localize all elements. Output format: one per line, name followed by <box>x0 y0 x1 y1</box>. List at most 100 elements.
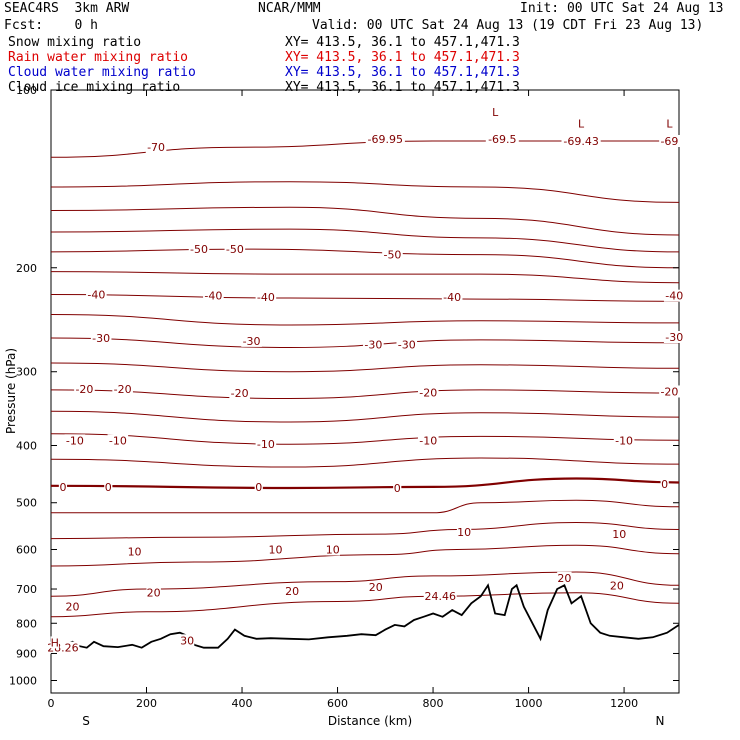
contour-label: 10 <box>128 546 142 559</box>
y-tick-label: 400 <box>16 440 37 453</box>
contour-line <box>50 206 680 236</box>
contour-label: -30 <box>243 335 261 348</box>
contour-label: -20 <box>419 386 437 399</box>
contour-label-bg <box>203 289 224 302</box>
contour-label-bg <box>268 543 283 556</box>
contour-label: -10 <box>615 434 633 447</box>
contour-label: 20 <box>147 587 161 600</box>
contour-label-bg <box>609 579 625 592</box>
north-label: N <box>656 714 665 728</box>
x-tick-label: 800 <box>423 697 444 710</box>
contour-label: -30 <box>398 339 416 352</box>
contour-label: -50 <box>383 249 401 262</box>
contour-label-bg <box>104 480 113 493</box>
contour-label-bg <box>557 571 572 584</box>
contour-label: 10 <box>457 526 471 539</box>
contour-label-bg <box>224 243 246 256</box>
field-label-rain: Rain water mixing ratio <box>8 50 189 65</box>
x-tick-label: 0 <box>48 697 55 710</box>
contour-label: 20 <box>610 579 624 592</box>
contour-label-bg <box>145 141 167 154</box>
contour-label-bg <box>393 481 402 494</box>
contour-label-bg <box>254 480 263 493</box>
contour-label-bg <box>659 134 680 147</box>
terrain-line <box>50 583 680 649</box>
contour-line <box>50 457 680 468</box>
contour-label-bg <box>86 288 107 301</box>
init-time: Init: 00 UTC Sat 24 Aug 13 <box>520 1 724 16</box>
contour-label-bg <box>146 586 161 599</box>
contour-label: -69.95 <box>368 133 403 146</box>
contour-label: -40 <box>257 291 275 304</box>
contour-label-bg <box>485 132 519 145</box>
contour-label-bg <box>396 338 418 351</box>
contour-label: 30 <box>180 634 194 647</box>
y-axis-label: Pressure (hPa) <box>4 348 18 434</box>
contour-label: -30 <box>364 339 382 352</box>
y-tick-label: 500 <box>16 497 37 510</box>
contour-label: 0 <box>255 481 262 494</box>
contour-label-bg <box>417 434 439 447</box>
contour-label: -10 <box>109 434 127 447</box>
contour-line <box>50 571 680 597</box>
contour-label: L <box>666 118 673 131</box>
contour-label: 0 <box>394 482 401 495</box>
contour-line <box>50 477 680 490</box>
contour-label: 0 <box>59 481 66 494</box>
contour-label-bg <box>229 387 250 400</box>
contour-label-bg <box>576 117 586 130</box>
contour-label-bg <box>456 525 472 538</box>
model-title: SEAC4RS 3km ARW <box>4 1 130 16</box>
contour-line <box>50 410 680 423</box>
y-tick-label: 700 <box>16 583 37 596</box>
contour-label: 20 <box>285 585 299 598</box>
contour-label: -50 <box>190 243 208 256</box>
contour-line <box>50 362 680 373</box>
contour-label-bg <box>659 385 680 398</box>
contour-line <box>50 521 680 540</box>
contour-label-bg <box>561 134 601 147</box>
contour-label-bg <box>491 106 500 119</box>
field-xy-cloud-ice: XY= 413.5, 36.1 to 457.1,471.3 <box>285 80 520 95</box>
contour-label: -40 <box>665 290 683 303</box>
contour-label: -20 <box>660 385 678 398</box>
contour-label: 10 <box>326 543 340 556</box>
contour-label-bg <box>365 132 405 145</box>
contour-label: 20 <box>369 581 383 594</box>
contour-line <box>50 181 680 203</box>
valid-time: Valid: 00 UTC Sat 24 Aug 13 (19 CDT Fri … <box>312 18 704 33</box>
org-label: NCAR/MMM <box>258 1 321 16</box>
contour-label: -30 <box>92 332 110 345</box>
contour-label-bg <box>107 434 129 447</box>
x-tick-label: 1000 <box>515 697 543 710</box>
contour-label-bg <box>112 383 133 396</box>
y-tick-label: 200 <box>16 262 37 275</box>
x-tick-label: 600 <box>327 697 348 710</box>
contour-label: -10 <box>66 434 84 447</box>
field-label-cloud-ice: Cloud ice mixing ratio <box>8 80 181 95</box>
contour-label-bg <box>660 478 669 491</box>
contour-label: 10 <box>268 543 282 556</box>
contour-line <box>50 433 680 445</box>
south-label: S <box>82 714 90 728</box>
x-axis-label: Distance (km) <box>328 714 412 728</box>
temperature-contours <box>50 140 680 618</box>
contour-label: -50 <box>226 243 244 256</box>
y-tick-label: 1000 <box>9 674 37 687</box>
contour-label-bg <box>612 528 627 541</box>
contour-line <box>50 389 680 400</box>
contour-label: -20 <box>231 387 249 400</box>
contour-label-bg <box>417 386 439 399</box>
contour-label: -40 <box>87 289 105 302</box>
field-xy-snow: XY= 413.5, 36.1 to 457.1,471.3 <box>285 35 520 50</box>
contour-line <box>50 544 680 567</box>
contour-label-bg <box>284 584 300 597</box>
contour-label: -40 <box>443 291 461 304</box>
y-tick-label: 800 <box>16 617 37 630</box>
contour-label: -20 <box>114 383 132 396</box>
contour-label-bg <box>423 590 457 603</box>
contour-line <box>50 294 680 302</box>
contour-label-bg <box>64 434 86 447</box>
